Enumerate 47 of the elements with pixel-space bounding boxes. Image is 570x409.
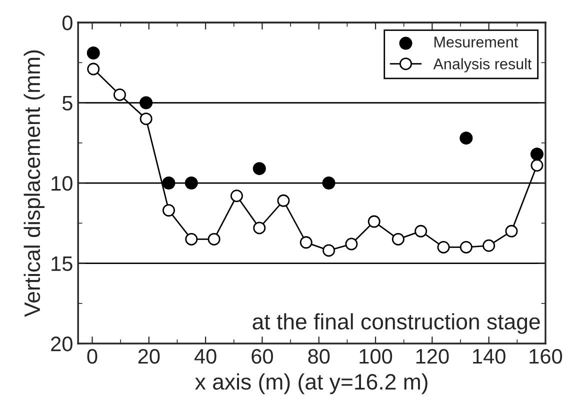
annotation: at the final construction stage [252, 313, 540, 334]
x-tick-label: 20 [138, 348, 160, 364]
point [530, 148, 544, 161]
point [392, 232, 404, 246]
point [414, 224, 428, 238]
point [230, 190, 243, 202]
point [345, 238, 358, 250]
point [460, 240, 472, 254]
point [300, 236, 312, 249]
point [162, 176, 176, 190]
x-tick-label: 60 [252, 348, 273, 364]
y-tick-label: 10 [52, 176, 72, 191]
point [140, 112, 152, 126]
point [185, 232, 198, 246]
y-tick-label: 15 [52, 256, 72, 272]
x-tick-label: 160 [530, 348, 562, 364]
y-axis-title: Vertical displacement (mm) [24, 50, 45, 317]
x-tick-label: 0 [87, 348, 98, 364]
point [437, 240, 450, 254]
x-tick-label: 40 [194, 348, 216, 364]
point [368, 215, 380, 228]
x-axis-title: x axis (m) (at y=16.2 m) [195, 373, 428, 394]
point [113, 88, 126, 101]
point [277, 194, 290, 207]
point [184, 176, 198, 190]
point [162, 204, 175, 217]
point [253, 222, 266, 234]
point [505, 224, 518, 238]
point [140, 96, 153, 110]
point [322, 176, 336, 190]
legend-label: Mesurement [434, 36, 518, 48]
point [86, 46, 100, 60]
x-tick-label: 80 [308, 348, 330, 364]
point [530, 159, 544, 172]
point [322, 244, 336, 257]
x-tick-label: 140 [473, 348, 506, 364]
point [482, 239, 496, 252]
point [208, 232, 220, 246]
legend-label: Analysis result [433, 58, 532, 72]
point [87, 62, 100, 76]
x-tick-label: 120 [416, 348, 449, 364]
y-tick-label: 0 [62, 15, 72, 30]
point [252, 162, 266, 176]
y-tick-label: 5 [62, 96, 72, 111]
x-tick-label: 100 [360, 348, 392, 364]
y-tick-label: 20 [51, 336, 72, 352]
point [460, 132, 473, 145]
